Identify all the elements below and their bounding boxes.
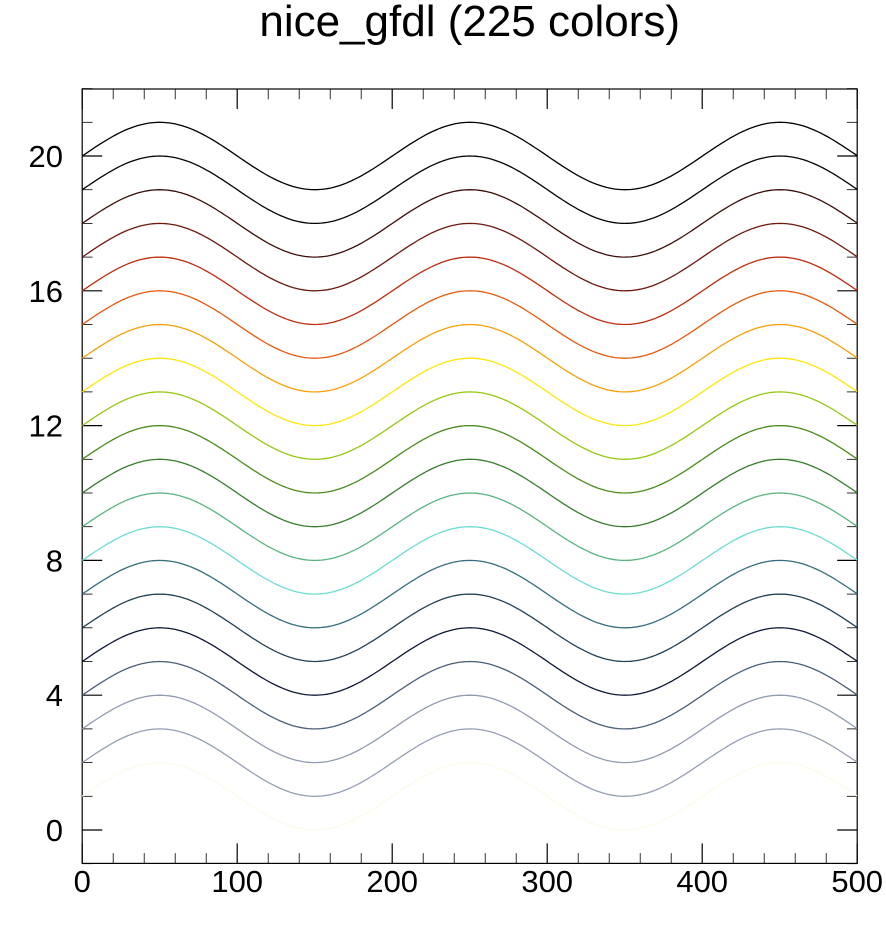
svg-text:4: 4 bbox=[46, 678, 63, 713]
svg-text:16: 16 bbox=[29, 274, 63, 309]
svg-text:0: 0 bbox=[74, 864, 91, 899]
svg-text:100: 100 bbox=[211, 864, 263, 899]
svg-text:200: 200 bbox=[366, 864, 418, 899]
svg-text:12: 12 bbox=[29, 409, 63, 444]
svg-text:400: 400 bbox=[676, 864, 728, 899]
svg-text:500: 500 bbox=[831, 864, 883, 899]
svg-text:8: 8 bbox=[46, 543, 63, 578]
svg-text:300: 300 bbox=[521, 864, 573, 899]
svg-text:0: 0 bbox=[46, 813, 63, 848]
svg-text:20: 20 bbox=[29, 139, 63, 174]
